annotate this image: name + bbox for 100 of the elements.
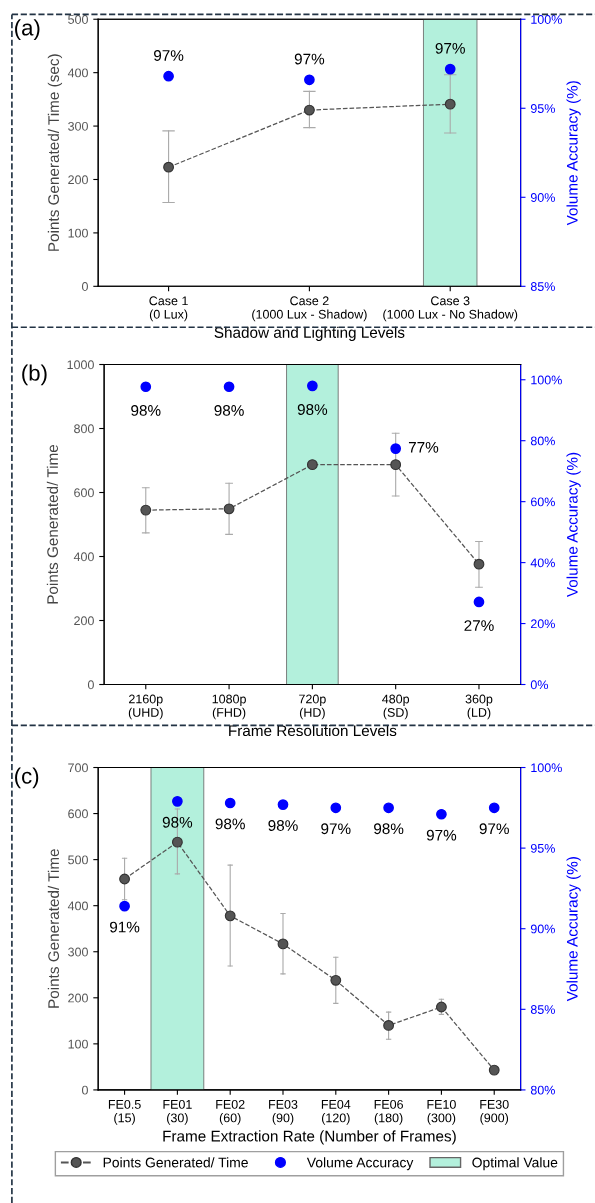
data-label: 98% [268,820,298,831]
point [488,802,500,814]
legend-label: Volume Accuracy [306,1157,414,1171]
y-tick-label: 400 [67,901,88,911]
data-label: 27% [464,620,494,631]
y-tick-label: 0 [81,282,88,291]
point [224,797,236,809]
point [223,503,235,515]
data-label: 98% [214,405,244,416]
y-axis-title: Points Generated/ Time [46,444,59,604]
data-label: 98% [297,404,328,415]
x-tick-label: FE02 (60) [216,1099,245,1125]
x-tick-label: Case 2 (1000 Lux - Shadow) [252,296,367,322]
point [330,974,342,986]
x-tick-label: FE04 (120) [321,1099,351,1125]
y2-tick-label: 95% [530,843,555,853]
point [307,380,318,392]
y-tick-label: 100 [68,1039,88,1049]
y-tick-label: 600 [74,488,94,498]
x-tick-label: 2160p (UHD) [128,694,163,720]
x-tick-label: 720p (HD) [299,694,326,720]
point [436,808,447,820]
y-tick-label: 600 [68,809,88,819]
data-label: 91% [110,921,140,933]
point [390,459,402,471]
y-tick-label: 0 [81,1085,88,1095]
x-tick-label: 1080p (FHD) [212,694,246,720]
legend-label: Optimal Value [472,1157,558,1171]
data-label: 98% [374,823,404,835]
x-axis-title: Frame Resolution Levels [229,724,397,737]
y2-tick-label: 80% [530,1085,555,1095]
x-tick-label: 480p (SD) [382,694,410,720]
point [330,802,342,814]
y2-tick-label: 80% [530,436,555,446]
point [172,796,183,807]
point [277,799,289,810]
x-axis-title: Shadow and Lighting Levels [214,326,405,341]
point [119,873,130,885]
data-label: 98% [131,405,161,416]
data-label: 97% [294,53,325,65]
y2-tick-label: 100% [531,375,562,385]
point [140,504,152,516]
point [163,161,174,173]
y-tick-label: 300 [68,121,88,131]
y2-axis-title: Volume Accuracy (%) [566,452,581,598]
y-tick-label: 100 [68,228,88,238]
y2-tick-label: 20% [530,619,555,629]
x-tick-label: FE06 (180) [374,1099,403,1125]
y-tick-label: 1000 [67,360,94,370]
y2-tick-label: 90% [530,924,555,934]
point [303,104,315,116]
x-tick-label: 360p (LD) [465,694,493,720]
point [223,381,235,393]
point [383,1020,395,1031]
point [140,381,152,393]
y-axis-title: Points Generated/ Time (sec) [47,54,63,251]
legend-label: Points Generated/ Time [103,1157,248,1168]
y2-tick-label: 95% [530,104,555,113]
y-tick-label: 200 [74,616,94,626]
text: (b) [22,364,47,386]
y2-tick-label: 100% [531,15,562,24]
point [444,98,456,110]
data-label: 97% [435,42,465,54]
y2-tick-label: 60% [530,497,555,507]
x-tick-label: Case 1 (0 Lux) [149,296,188,322]
y-tick-label: 400 [67,68,88,78]
point [390,443,402,454]
y-tick-label: 0 [87,680,94,690]
y2-tick-label: 85% [530,282,555,291]
point [383,802,394,814]
x-tick-label: FE30 (900) [480,1099,509,1125]
point [119,900,130,912]
point [306,459,318,471]
y2-tick-label: 0% [530,680,548,690]
y2-tick-label: 100% [531,763,562,773]
y2-tick-label: 85% [530,1005,555,1014]
y-tick-label: 500 [68,15,88,24]
point [473,596,485,608]
data-label: 97% [154,50,184,61]
point [473,558,485,570]
y-tick-label: 200 [68,175,88,185]
point [277,938,289,950]
x-tick-label: FE03 (90) [269,1099,298,1125]
y-axis-title: Points Generated/ Time [47,849,60,1008]
y-tick-label: 700 [68,763,88,773]
x-tick-label: FE01 (30) [163,1099,192,1125]
text: (a) [15,19,40,40]
y-tick-label: 400 [73,552,94,562]
y-tick-label: 300 [68,947,88,957]
x-tick-label: FE0.5 (15) [108,1099,141,1125]
y-tick-label: 200 [68,993,88,1003]
y2-tick-label: 90% [530,193,555,202]
y2-axis-title: Volume Accuracy (%) [566,857,581,1002]
data-label: 97% [479,823,509,835]
point [488,1064,500,1076]
y-tick-label: 500 [68,855,88,865]
y-tick-label: 800 [74,424,94,434]
x-tick-label: FE10 (300) [427,1099,456,1125]
y2-tick-label: 40% [530,558,555,568]
data-label: 97% [321,823,351,835]
